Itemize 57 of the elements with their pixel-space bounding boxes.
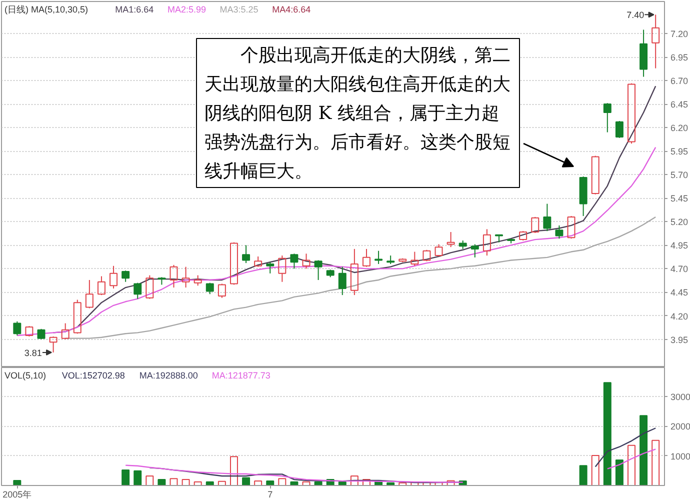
annotation: MA4:6.64 bbox=[272, 4, 311, 14]
y-tick-label: 5.20 bbox=[670, 217, 688, 228]
text: MA:192888.00 bbox=[139, 370, 198, 380]
bar bbox=[266, 480, 274, 486]
bar bbox=[242, 477, 250, 486]
bar bbox=[170, 478, 178, 486]
bar bbox=[122, 470, 130, 486]
candlestick bbox=[278, 255, 286, 282]
x-tick-label: 7 bbox=[268, 490, 273, 500]
text: MA1:6.64 bbox=[115, 4, 154, 14]
annotation: 3.81 bbox=[24, 348, 42, 358]
annotation: 个股出现高开低走的大阴线，第二天出现放量的大阳线包住高开低走的大阴线的阳包阴 K 线组合，属于主力超强势洗盘行为。后市看好。这类个股短线升幅巨大。 bbox=[204, 45, 510, 182]
bar bbox=[158, 479, 166, 486]
bar bbox=[640, 415, 648, 486]
y-tick-label: 7.20 bbox=[670, 28, 688, 39]
bar bbox=[134, 470, 142, 486]
y-tick-label: 1000 bbox=[670, 451, 690, 462]
candlestick bbox=[338, 266, 346, 296]
y-tick-label: 5.95 bbox=[670, 146, 688, 157]
bar bbox=[13, 480, 22, 486]
bar bbox=[230, 456, 238, 486]
y-tick-label: 4.70 bbox=[670, 264, 688, 274]
text: MA2:5.99 bbox=[167, 4, 206, 14]
y-tick-label: 5.70 bbox=[670, 170, 688, 180]
candlestick bbox=[110, 265, 118, 289]
y-tick-label: 2000 bbox=[670, 422, 690, 432]
annotation: VOL:152702.98 bbox=[62, 370, 125, 380]
candlestick bbox=[446, 232, 455, 248]
y-tick-label: 5.45 bbox=[670, 194, 688, 204]
y-tick-label: 6.70 bbox=[670, 76, 688, 86]
bar bbox=[628, 444, 636, 486]
bar bbox=[350, 475, 358, 486]
candlestick bbox=[652, 14, 660, 69]
text: MA3:5.25 bbox=[220, 4, 258, 14]
bar bbox=[615, 459, 624, 486]
candlestick bbox=[458, 240, 467, 250]
candlestick bbox=[640, 29, 648, 78]
chart-title: VOL(5,10) bbox=[4, 370, 46, 380]
bar bbox=[146, 475, 154, 486]
x-tick-label: 2005年 bbox=[2, 490, 32, 500]
y-tick-label: 4.95 bbox=[670, 240, 688, 251]
bar bbox=[603, 382, 612, 486]
chart-title: (日线) MA(5,10,30,5) bbox=[4, 4, 88, 14]
bar bbox=[652, 440, 660, 486]
text: MA:121877.73 bbox=[212, 370, 270, 380]
annotation: 7.40 bbox=[626, 10, 644, 20]
y-tick-label: 4.45 bbox=[670, 288, 688, 298]
bar bbox=[579, 465, 588, 486]
y-tick-label: 4.20 bbox=[670, 311, 688, 322]
y-tick-label: 3.95 bbox=[670, 334, 688, 345]
bar bbox=[591, 454, 600, 486]
candlestick bbox=[242, 244, 250, 264]
candlestick bbox=[495, 234, 503, 243]
y-tick-label: 6.45 bbox=[670, 100, 688, 110]
y-tick-label: 3000 bbox=[670, 392, 690, 402]
y-tick-label: 6.95 bbox=[670, 52, 688, 63]
y-tick-label: 6.20 bbox=[670, 123, 688, 134]
